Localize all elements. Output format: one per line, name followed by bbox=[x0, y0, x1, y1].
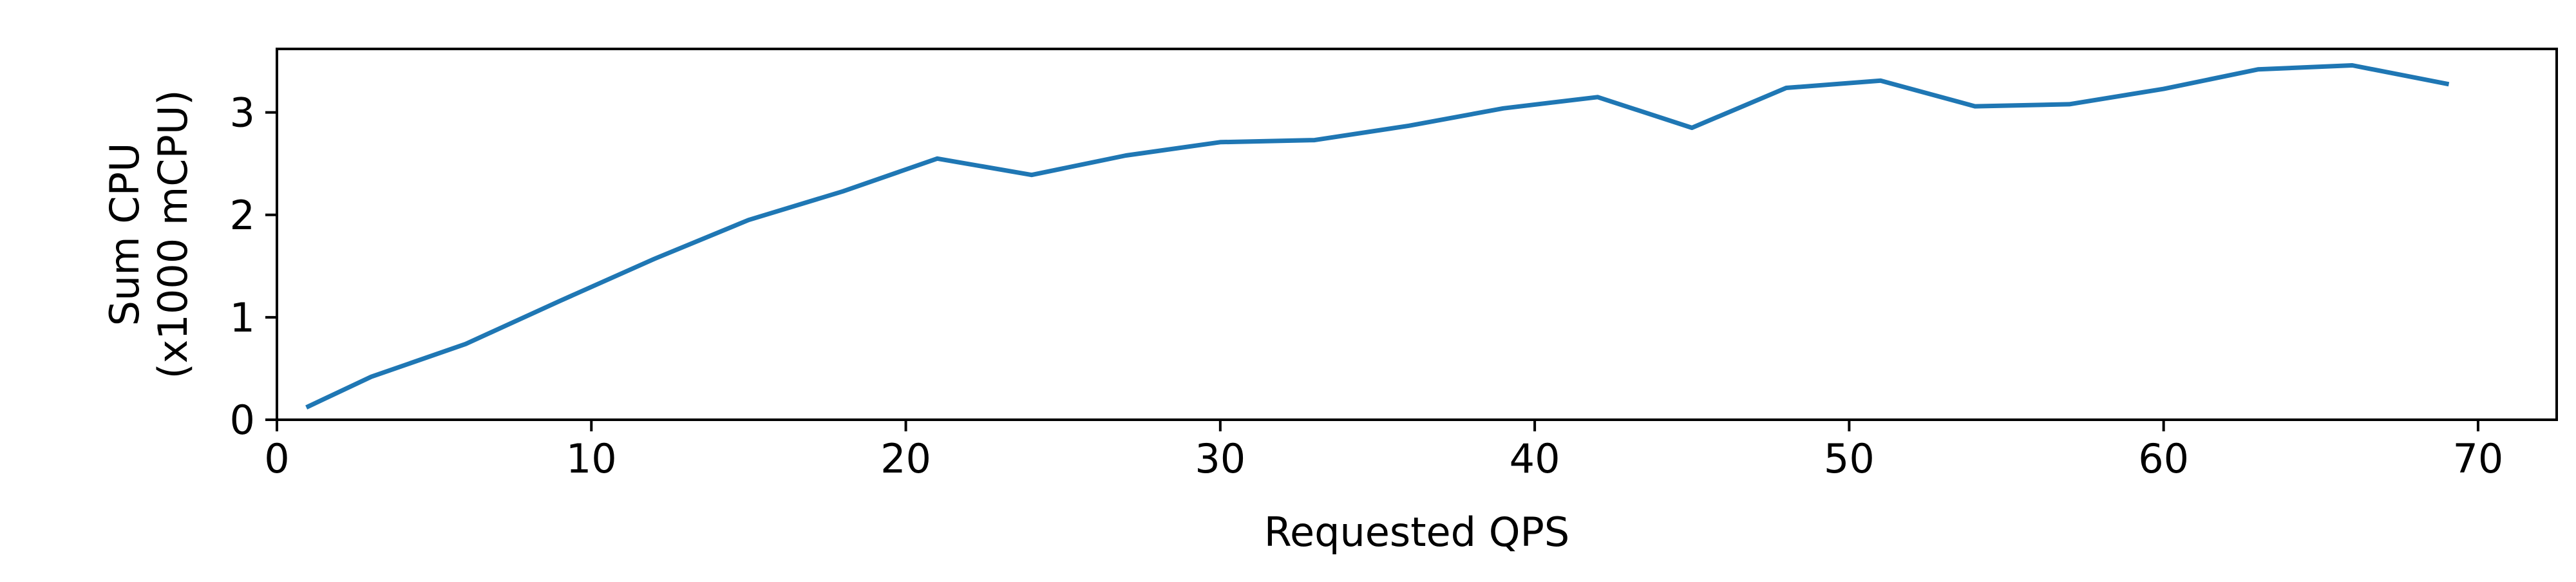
y-tick-label: 1 bbox=[230, 294, 255, 341]
x-axis-label: Requested QPS bbox=[1264, 509, 1570, 556]
y-axis-label-line-2: (x1000 mCPU) bbox=[149, 89, 196, 379]
y-tick-label: 3 bbox=[230, 89, 255, 136]
x-tick-label: 60 bbox=[2138, 435, 2189, 482]
x-tick-label: 70 bbox=[2452, 435, 2503, 482]
x-tick-label: 30 bbox=[1195, 435, 1245, 482]
x-tick-label: 0 bbox=[264, 435, 289, 482]
x-tick-label: 10 bbox=[566, 435, 617, 482]
y-tick-label: 0 bbox=[230, 397, 255, 444]
y-axis-label-line-1: Sum CPU bbox=[101, 143, 148, 326]
x-tick-label: 50 bbox=[1824, 435, 1875, 482]
x-tick-label: 20 bbox=[880, 435, 931, 482]
y-tick-label: 2 bbox=[230, 192, 255, 239]
x-tick-label: 40 bbox=[1510, 435, 1560, 482]
